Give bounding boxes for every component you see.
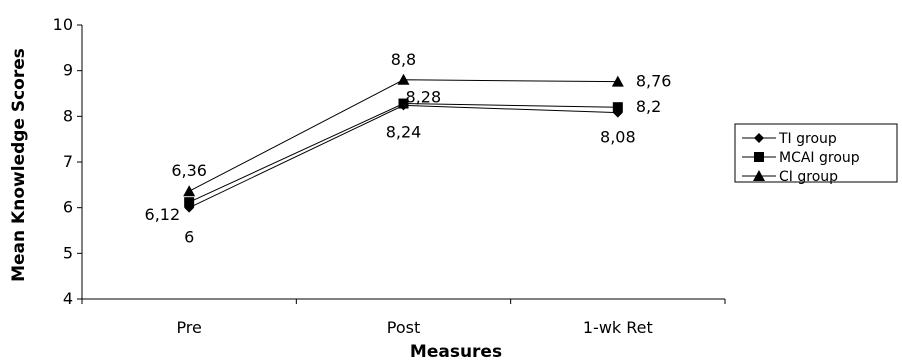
data-label: 6,36 xyxy=(171,161,207,180)
legend-label: CI group xyxy=(779,169,838,185)
data-label: 6 xyxy=(184,228,194,247)
data-point-square xyxy=(612,102,623,113)
legend-marker-triangle xyxy=(753,170,765,181)
data-point-square xyxy=(184,197,195,208)
x-tick-label: Pre xyxy=(176,318,201,337)
data-label: 8,08 xyxy=(600,128,636,147)
legend-marker-diamond xyxy=(754,133,764,143)
series-line-diamond xyxy=(188,104,618,209)
data-label: 8,8 xyxy=(391,50,416,69)
y-tick-label: 4 xyxy=(63,289,73,308)
data-label: 6,12 xyxy=(145,205,181,224)
y-tick-label: 8 xyxy=(63,106,73,125)
legend-marker-square xyxy=(754,152,764,162)
legend-label: MCAI group xyxy=(779,150,860,166)
legend: TI group MCAI group CI group xyxy=(734,123,898,185)
data-point-triangle xyxy=(611,75,624,87)
legend-label: TI group xyxy=(778,131,837,147)
y-tick-label: 10 xyxy=(53,15,73,34)
data-label: 8,2 xyxy=(636,97,661,116)
x-tick-label: Post xyxy=(387,318,420,337)
y-tick-label: 5 xyxy=(63,243,73,262)
data-label: 8,76 xyxy=(636,72,672,91)
data-point-triangle xyxy=(397,73,410,85)
data-label: 8,24 xyxy=(386,122,422,141)
x-tick-label: 1-wk Ret xyxy=(583,318,653,337)
series-line-square xyxy=(188,103,618,203)
y-tick-label: 7 xyxy=(63,152,73,171)
data-point-square xyxy=(398,98,409,109)
y-axis-title: Mean Knowledge Scores xyxy=(9,48,29,282)
data-point-triangle xyxy=(183,185,196,197)
y-tick-label: 9 xyxy=(63,61,73,80)
x-axis-title: Measures xyxy=(410,342,502,362)
data-label: 8,28 xyxy=(406,88,442,107)
y-tick-label: 6 xyxy=(63,198,73,217)
